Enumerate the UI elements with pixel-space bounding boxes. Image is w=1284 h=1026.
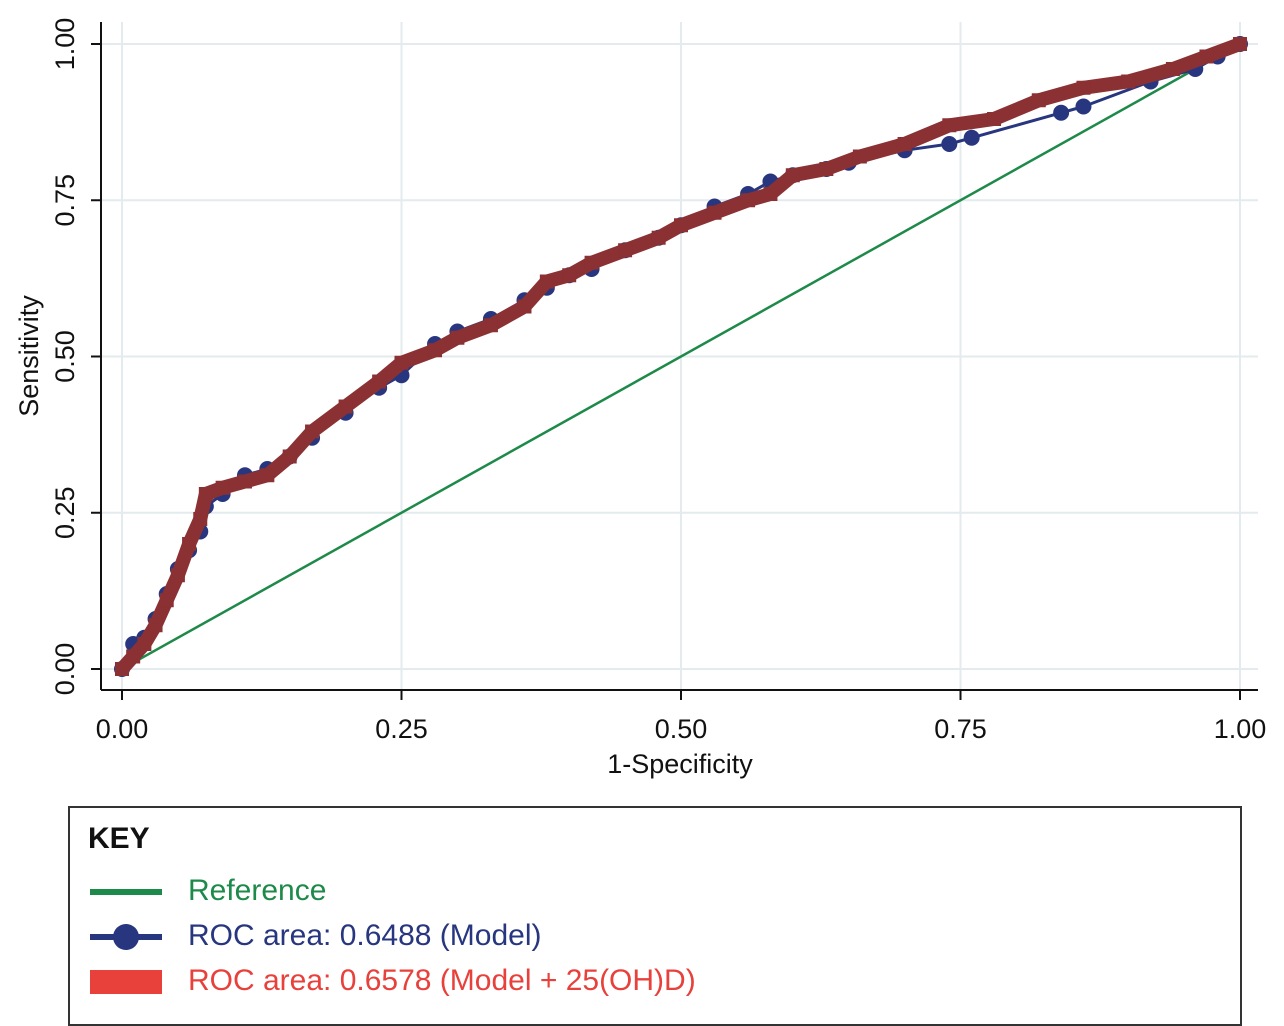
model-25ohd-roc-point bbox=[182, 537, 197, 551]
model-25ohd-roc-point bbox=[651, 230, 666, 245]
model-25ohd-roc-point bbox=[428, 343, 443, 358]
y-tick-label: 0.25 bbox=[50, 486, 80, 539]
model-25ohd-roc-point bbox=[987, 112, 1002, 126]
legend-item-model: ROC area: 0.6488 (Model) bbox=[86, 917, 1086, 957]
y-axis-title: Sensitivity bbox=[14, 295, 44, 417]
model-25ohd-roc-point bbox=[741, 193, 756, 208]
model-roc-point bbox=[1053, 104, 1070, 121]
model-25ohd-roc-point bbox=[115, 662, 129, 676]
model-roc-point bbox=[1075, 98, 1092, 115]
model-25ohd-roc-point bbox=[618, 243, 633, 258]
model-25ohd-roc-point bbox=[126, 649, 141, 664]
model-25ohd-roc-point bbox=[159, 593, 174, 608]
model-25ohd-roc-point bbox=[674, 218, 688, 233]
roc-chart: 0.00 0.25 0.50 0.75 1.00 0.00 0.25 0.50 0.75 1.0… bbox=[14, 18, 1267, 779]
model-25ohd-roc-point bbox=[1233, 37, 1247, 51]
reference-line bbox=[121, 42, 1241, 671]
series-roc-area-0-6578-model-25-oh-d bbox=[115, 37, 1247, 676]
model-25ohd-roc-point bbox=[137, 637, 152, 651]
legend-label-reference: Reference bbox=[188, 874, 327, 907]
model-25ohd-roc-point bbox=[372, 374, 387, 389]
model-25ohd-roc-point bbox=[707, 205, 722, 220]
model-25ohd-roc-point bbox=[942, 118, 957, 133]
model-25ohd-roc-point bbox=[305, 424, 320, 439]
model-25ohd-roc-point bbox=[260, 468, 275, 483]
model-25ohd-roc-point bbox=[394, 355, 409, 370]
model-25ohd-roc-point bbox=[785, 168, 800, 183]
legend-swatch-model-25ohd bbox=[90, 970, 162, 994]
model-25ohd-roc-point bbox=[483, 318, 498, 333]
model-25ohd-roc-point bbox=[1076, 80, 1091, 95]
x-tick-label: 0.50 bbox=[655, 714, 708, 744]
model-25ohd-roc-point bbox=[562, 268, 577, 283]
model-25ohd-roc-point bbox=[1121, 74, 1136, 89]
legend-title: KEY bbox=[88, 822, 150, 855]
model-25ohd-roc-point bbox=[215, 480, 230, 495]
grid-lines bbox=[101, 22, 1258, 690]
series-reference bbox=[121, 42, 1241, 671]
legend: KEY Reference ROC area: 0.6488 (Model) R… bbox=[68, 806, 1242, 1026]
y-tick-label: 0.50 bbox=[50, 330, 80, 383]
y-tick-label: 1.00 bbox=[50, 18, 80, 71]
model-25ohd-roc-point bbox=[282, 449, 297, 464]
model-25ohd-roc-point bbox=[852, 149, 867, 164]
legend-label-model-25ohd: ROC area: 0.6578 (Model + 25(OH)D) bbox=[188, 964, 696, 997]
x-tick-label: 1.00 bbox=[1214, 714, 1267, 744]
legend-item-reference: Reference bbox=[86, 872, 1086, 912]
x-axis-title: 1-Specificity bbox=[607, 749, 753, 779]
x-tick-label: 0.00 bbox=[96, 714, 149, 744]
x-tick-label: 0.25 bbox=[375, 714, 428, 744]
model-roc-point bbox=[963, 129, 980, 146]
model-25ohd-roc-point bbox=[1199, 49, 1214, 64]
legend-swatch-reference bbox=[90, 889, 162, 895]
y-tick-label: 0.00 bbox=[50, 643, 80, 696]
legend-label-model: ROC area: 0.6488 (Model) bbox=[188, 919, 542, 952]
model-25ohd-roc-point bbox=[198, 487, 213, 501]
model-roc-point bbox=[941, 136, 958, 152]
y-axis-ticks: 0.00 0.25 0.50 0.75 1.00 bbox=[50, 18, 101, 696]
model-25ohd-roc-point bbox=[450, 330, 465, 345]
model-25ohd-roc-point bbox=[584, 255, 599, 270]
series-lines bbox=[114, 36, 1248, 677]
legend-swatch-model bbox=[90, 924, 162, 950]
model-25ohd-roc-point bbox=[517, 299, 532, 314]
legend-item-model-25ohd: ROC area: 0.6578 (Model + 25(OH)D) bbox=[86, 962, 1086, 1002]
model-25ohd-roc-point bbox=[338, 399, 353, 414]
x-axis-ticks: 0.00 0.25 0.50 0.75 1.00 bbox=[96, 690, 1267, 744]
model-25ohd-roc-point bbox=[1165, 62, 1180, 76]
x-tick-label: 0.75 bbox=[934, 714, 987, 744]
model-25ohd-roc-point bbox=[237, 474, 252, 489]
model-25ohd-roc-point bbox=[539, 274, 554, 289]
model-25ohd-roc-point bbox=[763, 187, 778, 201]
model-25ohd-roc-point bbox=[148, 618, 163, 633]
model-25ohd-roc-point bbox=[819, 162, 834, 176]
model-25ohd-roc-point bbox=[1031, 93, 1046, 108]
model-25ohd-roc-point bbox=[170, 568, 185, 583]
model-25ohd-roc-point bbox=[897, 137, 912, 151]
model-25ohd-roc-point bbox=[193, 512, 208, 526]
y-tick-label: 0.75 bbox=[50, 174, 80, 227]
